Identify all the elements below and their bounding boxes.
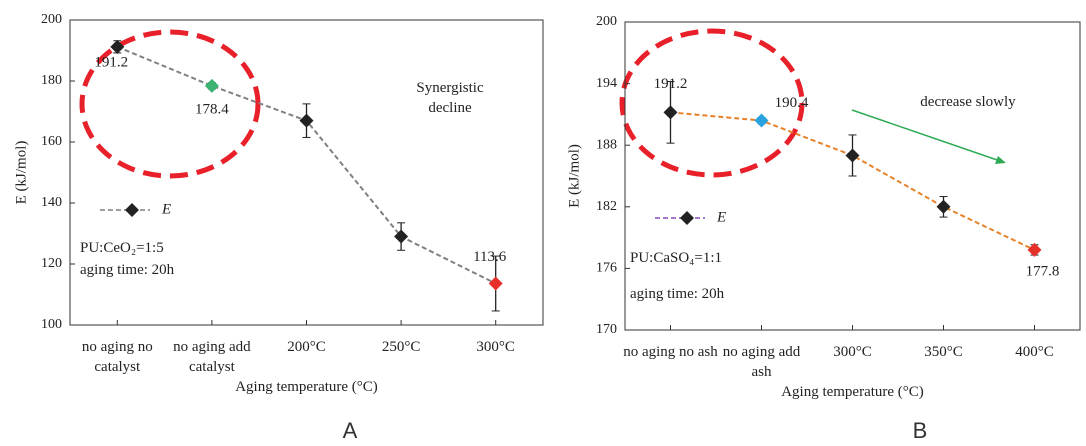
data-point [205,79,219,93]
trend-arrow [852,110,1003,162]
annotation: Synergistic decline [405,78,495,118]
legend-label: E [161,201,171,217]
note: PU:CaSO₄=1:1 [630,248,722,268]
y-tick-label: 140 [41,195,62,210]
annotation: decrease slowly [898,92,1038,112]
x-tick-label: 250°C [351,337,451,357]
y-axis-label: E (kJ/mol) [13,141,29,205]
note: aging time: 20h [80,260,174,280]
legend-label: E [716,209,726,225]
value-label: 191.2 [654,76,688,92]
value-label: 177.8 [1026,263,1060,279]
x-tick-label: 200°C [257,337,357,357]
x-tick-label: no aging no ash [621,342,721,362]
chart: 100 120 140 160 180 200 E (kJ/mol) E 191.2 178.4 1… [0,0,1086,446]
legend-marker [125,203,139,217]
x-tick-label: no aging add ash [712,342,812,382]
note: PU:CeO₂=1:5 [80,238,164,258]
y-axis-label: E (kJ/mol) [566,144,582,208]
y-tick-label: 180 [41,73,62,88]
data-point [937,200,951,214]
x-axis-label: Aging temperature (°C) [733,382,973,402]
y-tick-label: 200 [596,14,617,29]
data-point [755,114,769,128]
note: aging time: 20h [630,284,724,304]
y-tick-label: 100 [41,317,62,332]
x-tick-label: 350°C [894,342,994,362]
x-tick-label: no aging add catalyst [162,337,262,377]
y-tick-label: 188 [596,137,617,152]
y-tick-label: 182 [596,199,617,214]
value-label: 191.2 [94,54,128,70]
panel-label: B [900,418,940,444]
x-tick-label: no aging no catalyst [67,337,167,377]
data-point [664,105,678,119]
y-tick-label: 194 [596,76,617,91]
value-label: 113.6 [473,249,507,265]
x-tick-label: 300°C [803,342,903,362]
y-tick-label: 200 [41,12,62,27]
data-point [489,277,503,291]
y-tick-label: 120 [41,256,62,271]
panel-label: A [330,418,370,444]
y-tick-label: 170 [596,322,617,337]
value-label: 178.4 [195,101,229,117]
x-tick-label: 400°C [985,342,1085,362]
trend-arrow-head [995,156,1006,164]
y-tick-label: 160 [41,134,62,149]
figure: 100 120 140 160 180 200 E (kJ/mol) E 191.2 178.4 1… [0,0,1086,446]
series-line [671,112,1035,250]
y-tick-label: 176 [596,261,617,276]
x-axis-label: Aging temperature (°C) [187,377,427,397]
value-label: 190.4 [775,95,809,111]
data-point [1028,243,1042,257]
legend-marker [680,211,694,225]
x-tick-label: 300°C [446,337,546,357]
data-point [846,148,860,162]
